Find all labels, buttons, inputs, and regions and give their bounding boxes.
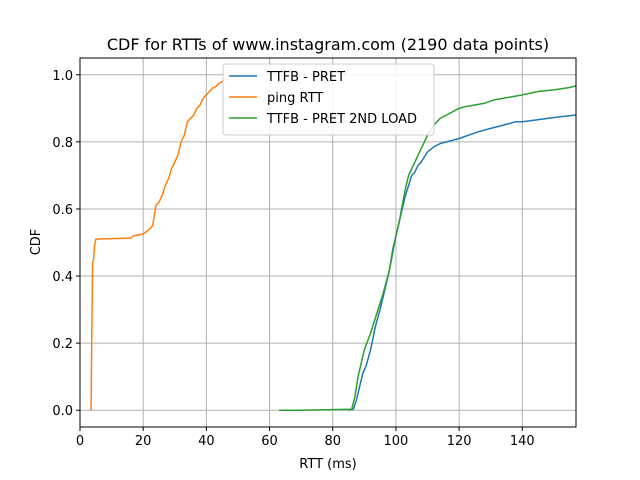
y-tick-label: 0.8: [52, 136, 73, 151]
axes-frame: [79, 57, 577, 428]
x-tick-label: 100: [384, 434, 409, 449]
y-tick-label: 0.4: [52, 270, 73, 285]
legend-label: TTFB - PRET: [266, 70, 345, 85]
y-tick-label: 0.0: [52, 404, 73, 419]
legend-label: ping RTT: [267, 91, 323, 106]
legend-box: [222, 63, 435, 136]
legend: TTFB - PRET ping RTT TTFB - PRET 2ND LOAD: [222, 63, 435, 136]
x-axis: 0 20 40 60 80 100 120 140: [76, 427, 535, 449]
series-line-3: [279, 85, 576, 411]
x-tick-label: 0: [76, 434, 84, 449]
legend-label: TTFB - PRET 2ND LOAD: [266, 112, 417, 127]
series-line-2: [90, 77, 229, 411]
y-tick-label: 0.2: [52, 337, 73, 352]
series-line-1: [348, 114, 576, 411]
x-tick-label: 140: [510, 434, 535, 449]
y-axis-title: CDF: [29, 229, 44, 256]
plot-lines: [90, 77, 576, 411]
x-axis-title: RTT (ms): [299, 457, 356, 472]
x-tick-label: 20: [135, 434, 152, 449]
x-tick-label: 40: [198, 434, 215, 449]
y-tick-label: 1.0: [52, 69, 73, 84]
y-tick-label: 0.6: [52, 203, 73, 218]
y-axis: 0.0 0.2 0.4 0.6 0.8 1.0: [52, 69, 80, 419]
x-tick-label: 80: [324, 434, 341, 449]
chart-title: CDF for RTTs of www.instagram.com (2190 …: [107, 35, 549, 54]
x-tick-label: 60: [261, 434, 278, 449]
x-tick-label: 120: [447, 434, 472, 449]
